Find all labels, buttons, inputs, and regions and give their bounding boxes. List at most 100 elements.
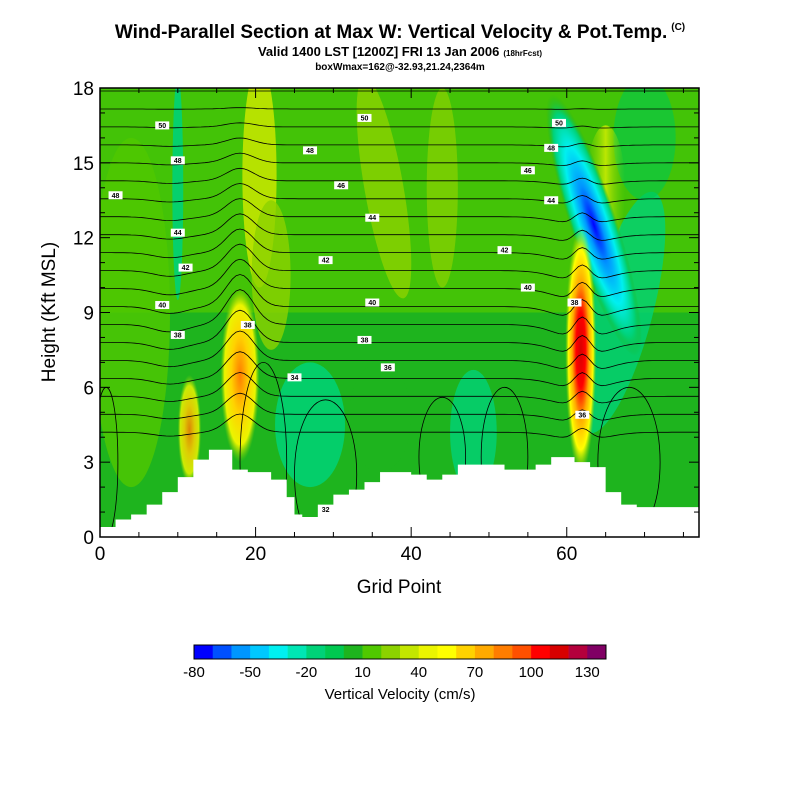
colorbar-swatch <box>493 645 513 659</box>
contour-label: 38 <box>361 337 369 344</box>
y-tick-label: 9 <box>83 304 94 325</box>
contour-label-bg <box>520 283 535 292</box>
contour-label: 48 <box>306 148 314 155</box>
theta-contour-line <box>100 183 699 204</box>
chart-title: Wind-Parallel Section at Max W: Vertical… <box>0 22 800 44</box>
x-axis: 0 20 40 60 <box>95 88 684 565</box>
title-badge: (C) <box>671 22 686 33</box>
colorbar-swatch <box>512 645 532 659</box>
lime-band-1 <box>251 200 291 350</box>
green-region <box>348 362 412 473</box>
subtitle-badge: (18hrFcst) <box>503 49 543 58</box>
theta-contour-line <box>100 258 699 298</box>
colorbar-swatch <box>287 645 307 659</box>
contour-label: 36 <box>384 365 392 372</box>
theta-contour-line <box>100 289 699 335</box>
contour-label: 36 <box>578 412 586 419</box>
colorbar-tick-label: 100 <box>519 664 544 681</box>
theta-contour-line <box>100 152 699 166</box>
low-level-contour <box>239 362 288 537</box>
theta-contour-line <box>100 167 699 185</box>
colorbar-swatch <box>212 645 232 659</box>
contour-label: 44 <box>174 230 182 237</box>
theta-contour-line <box>100 137 699 148</box>
contour-label: 48 <box>174 158 182 165</box>
contour-label: 38 <box>571 300 579 307</box>
contour-label: 48 <box>547 145 555 152</box>
contour-label: 42 <box>322 258 330 265</box>
colorbar-frame <box>193 644 607 660</box>
y-tick-label: 15 <box>73 154 94 175</box>
theta-contour-line <box>100 309 699 352</box>
contour-label-bg <box>108 191 123 200</box>
contour-label: 50 <box>555 120 563 127</box>
contour-label-bg <box>380 363 395 372</box>
colorbar-tick-label: 130 <box>575 664 600 681</box>
contour-label: 46 <box>524 168 532 175</box>
colorbar-swatch <box>474 645 494 659</box>
theta-contour-line <box>100 107 699 110</box>
x-tick-label: 20 <box>245 544 266 565</box>
updraft-east <box>565 225 597 475</box>
x-tick-label: 0 <box>95 544 106 565</box>
colorbar-tick-label: 40 <box>410 664 427 681</box>
contour-label: 42 <box>501 248 509 255</box>
contour-label: 32 <box>322 507 330 514</box>
updraft-small <box>177 374 202 485</box>
colorbar-swatch <box>343 645 363 659</box>
lime-band-2 <box>356 88 412 299</box>
contour-label: 46 <box>337 183 345 190</box>
updraft-west <box>220 287 260 463</box>
x-tick-label: 40 <box>401 544 422 565</box>
colorbar-swatch <box>418 645 438 659</box>
contour-label-bg <box>155 121 170 130</box>
contour-label-bg <box>575 410 590 419</box>
contour-label-bg <box>170 156 185 165</box>
y-tick-label: 12 <box>73 229 94 250</box>
contour-label: 44 <box>368 215 376 222</box>
contour-label-bg <box>170 228 185 237</box>
theta-contour-line <box>100 392 699 421</box>
terrain-mask <box>100 449 699 537</box>
theta-contour-line <box>100 228 699 260</box>
downdraft-east <box>546 94 642 356</box>
y-axis-label: Height (Kft MSL) <box>39 242 60 382</box>
contour-label-bg <box>303 146 318 155</box>
chart-subtitle-text: Valid 1400 LST [1200Z] FRI 13 Jan 2006 <box>257 44 500 59</box>
plot-field: 50 48 48 44 42 40 38 38 34 32 50 48 46 44 42 40 38 36 50 48… <box>100 88 699 537</box>
colorbar-swatch <box>250 645 270 659</box>
contour-label: 40 <box>158 303 166 310</box>
teal-region-4 <box>613 88 676 201</box>
colorbar-swatch <box>362 645 382 659</box>
teal-region-1 <box>275 362 346 488</box>
contour-label: 40 <box>368 300 376 307</box>
theta-contour-line <box>100 274 699 316</box>
contour-label: 38 <box>244 322 252 329</box>
theta-contour-line <box>100 213 699 241</box>
contour-label: 50 <box>158 123 166 130</box>
colorbar-swatch <box>400 645 420 659</box>
low-level-contour <box>294 399 358 537</box>
theta-contour-line <box>100 198 699 223</box>
colorbar-swatch <box>306 645 326 659</box>
colorbar-swatch <box>456 645 476 659</box>
colorbar-tick-label: 70 <box>467 664 484 681</box>
contour-label: 50 <box>361 115 369 122</box>
chart-title-text: Wind-Parallel Section at Max W: Vertical… <box>114 22 668 43</box>
contour-label-bg <box>520 166 535 175</box>
x-axis-label: Grid Point <box>357 577 442 598</box>
colorbar-swatch <box>194 645 214 659</box>
y-tick-label: 18 <box>73 79 94 100</box>
contour-label: 40 <box>524 285 532 292</box>
contour-label: 44 <box>547 198 555 205</box>
colorbar-swatch <box>531 645 551 659</box>
theta-contour-line <box>100 351 699 387</box>
colorbar-tick-label: -80 <box>183 664 205 681</box>
theta-contours <box>100 90 699 537</box>
contour-label: 48 <box>112 193 120 200</box>
thin-teal-band <box>172 88 184 300</box>
colorbar-swatch <box>381 645 401 659</box>
contour-label-bg <box>544 143 559 152</box>
